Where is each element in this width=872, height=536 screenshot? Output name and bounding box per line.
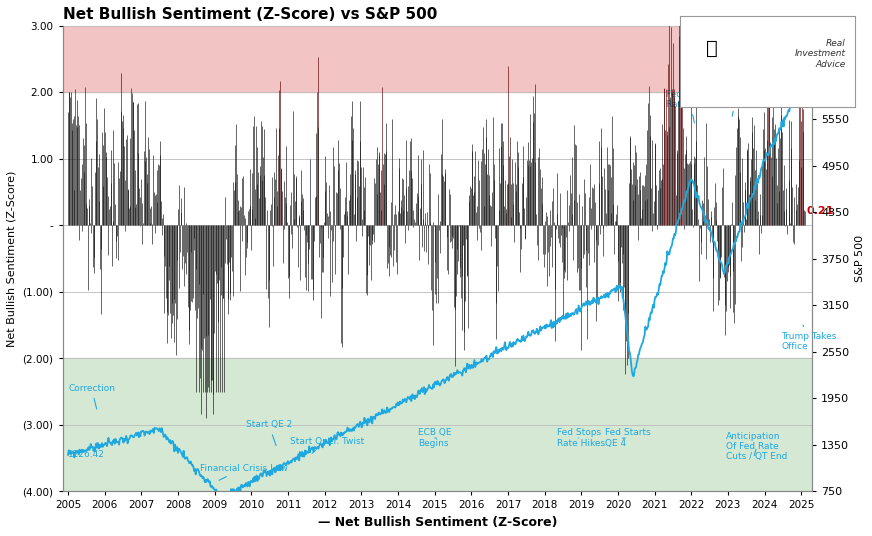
Text: ECB QE
Begins: ECB QE Begins (419, 428, 452, 448)
Text: Fed Starts
Rate Hikes: Fed Starts Rate Hikes (665, 90, 713, 123)
Text: Start Oper. Twist: Start Oper. Twist (290, 437, 364, 453)
Text: 0.21: 0.21 (807, 206, 835, 217)
Text: SVB Fails: SVB Fails (715, 96, 755, 116)
Text: Real
Investment
Advice: Real Investment Advice (795, 39, 846, 69)
Y-axis label: S&P 500: S&P 500 (855, 235, 865, 282)
Text: Anticipation
Of Fed Rate
Cuts / QT End: Anticipation Of Fed Rate Cuts / QT End (726, 431, 787, 461)
Text: 1226.42: 1226.42 (68, 450, 105, 459)
Bar (63, 26, 812, 92)
Text: Correction: Correction (68, 384, 115, 409)
Bar (63, 359, 812, 492)
Text: Fed Starts
QE 4: Fed Starts QE 4 (605, 428, 651, 448)
X-axis label: — Net Bullish Sentiment (Z-Score): — Net Bullish Sentiment (Z-Score) (317, 516, 557, 529)
Y-axis label: Net Bullish Sentiment (Z-Score): Net Bullish Sentiment (Z-Score) (7, 170, 17, 347)
Text: 🦅: 🦅 (705, 39, 718, 58)
Text: Financial Crisis Low: Financial Crisis Low (200, 464, 288, 480)
Text: Net Bullish Sentiment (Z-Score) vs S&P 500: Net Bullish Sentiment (Z-Score) vs S&P 5… (63, 7, 437, 22)
Text: A.I. Mania: A.I. Mania (750, 67, 794, 83)
Text: Fed Stops
Rate Hikes: Fed Stops Rate Hikes (557, 428, 605, 448)
Text: Fed Starts
Q.T.: Fed Starts Q.T. (688, 56, 733, 83)
Text: Trump Takes
Office: Trump Takes Office (781, 325, 836, 351)
Text: Start QE 2: Start QE 2 (246, 420, 292, 445)
